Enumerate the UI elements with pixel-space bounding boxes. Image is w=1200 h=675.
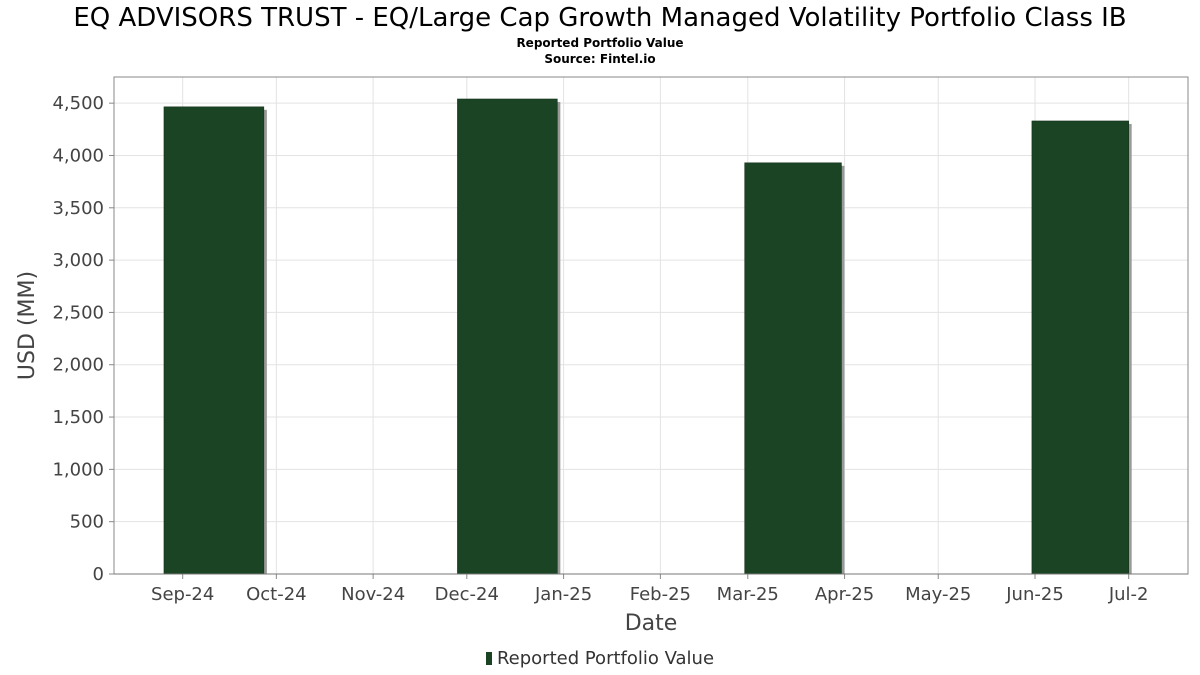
y-tick-label: 0	[93, 564, 104, 585]
y-tick-label: 3,500	[52, 198, 104, 219]
x-tick-label: Jan-25	[534, 584, 592, 605]
y-tick-label: 1,000	[52, 459, 104, 480]
chart-title: EQ ADVISORS TRUST - EQ/Large Cap Growth …	[73, 3, 1127, 33]
legend-label: Reported Portfolio Value	[496, 648, 715, 669]
x-tick-label: Mar-25	[717, 584, 779, 605]
legend-swatch	[485, 652, 492, 665]
bar	[457, 98, 558, 575]
x-tick-label: Oct-24	[246, 584, 307, 605]
bar	[1031, 120, 1129, 575]
x-tick-label: Nov-24	[341, 584, 405, 605]
y-tick-label: 1,500	[52, 407, 104, 428]
y-tick-label: 2,500	[52, 302, 104, 323]
plot-frame	[113, 76, 1189, 575]
x-tick-label: May-25	[905, 584, 971, 605]
y-tick-label: 3,000	[52, 250, 104, 271]
chart-source: Source: Fintel.io	[544, 52, 656, 66]
bar	[744, 162, 842, 575]
x-tick-label: Feb-25	[630, 584, 691, 605]
x-tick-label: Apr-25	[815, 584, 874, 605]
axes: 0 500 1,000 1,500 2,000 2,500 3,000 3,500 4,000 4…	[52, 93, 1188, 605]
bar	[163, 106, 265, 575]
gridlines	[114, 77, 1188, 575]
x-tick-label: Jun-25	[1005, 584, 1064, 605]
x-tick-label: Dec-24	[435, 584, 499, 605]
chart-subtitle: Reported Portfolio Value	[516, 36, 684, 50]
y-axis-label: USD (MM)	[15, 271, 40, 380]
x-tick-label: Sep-24	[151, 584, 214, 605]
x-tick-label: Jul-2	[1108, 584, 1149, 605]
x-axis-label: Date	[625, 611, 678, 636]
y-tick-label: 2,000	[52, 355, 104, 376]
y-tick-label: 4,500	[52, 93, 104, 114]
y-tick-label: 500	[70, 512, 104, 533]
bars	[163, 98, 1132, 575]
legend: Reported Portfolio Value	[0, 648, 1200, 669]
y-tick-label: 4,000	[52, 145, 104, 166]
